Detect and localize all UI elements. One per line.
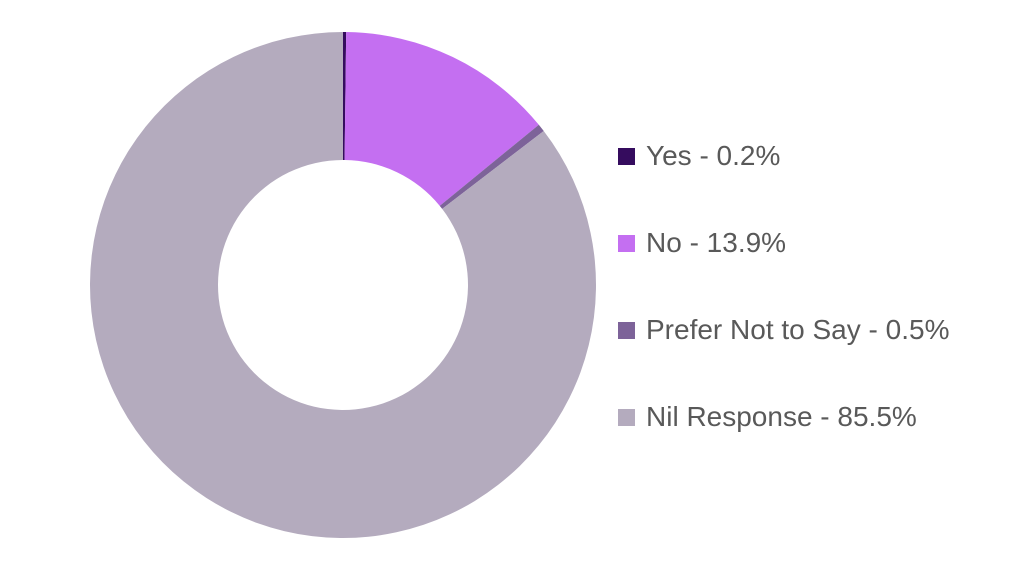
legend-item-no: No - 13.9% (618, 228, 949, 258)
legend-label-nil-response: Nil Response - 85.5% (646, 401, 917, 432)
legend-swatch-no (618, 234, 635, 252)
slice-no (344, 32, 539, 206)
legend: Yes - 0.2% No - 13.9% Prefer Not to Say … (618, 141, 949, 432)
legend-item-prefer-not-to-say: Prefer Not to Say - 0.5% (618, 315, 949, 345)
legend-label-no: No - 13.9% (646, 227, 787, 258)
legend-swatch-nil-response (618, 408, 635, 426)
legend-item-yes: Yes - 0.2% (618, 141, 949, 171)
slice-prefer-not-to-say (439, 124, 544, 209)
slice-yes (343, 32, 347, 161)
legend-label-yes: Yes - 0.2% (646, 140, 781, 171)
slice-nil-response (90, 32, 597, 538)
legend-swatch-yes (618, 147, 635, 165)
legend-swatch-prefer-not-to-say (618, 321, 635, 339)
legend-label-prefer-not-to-say: Prefer Not to Say - 0.5% (646, 314, 950, 345)
legend-item-nil-response: Nil Response - 85.5% (618, 402, 949, 432)
